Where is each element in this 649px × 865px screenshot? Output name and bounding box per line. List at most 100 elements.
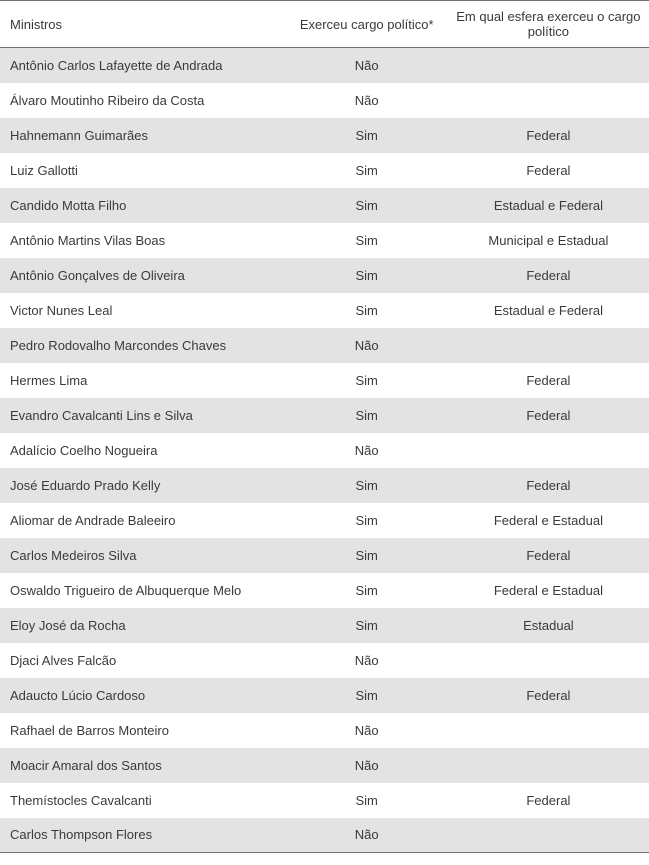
cell-ministro: Antônio Carlos Lafayette de Andrada [0,48,286,83]
table-row: José Eduardo Prado KellySimFederal [0,468,649,503]
table-row: Luiz GallottiSimFederal [0,153,649,188]
table-header-row: Ministros Exerceu cargo político* Em qua… [0,1,649,48]
col-header-exerceu: Exerceu cargo político* [286,1,448,48]
cell-esfera [448,713,649,748]
cell-ministro: Djaci Alves Falcão [0,643,286,678]
table-row: Hermes LimaSimFederal [0,363,649,398]
cell-exerceu: Não [286,748,448,783]
cell-ministro: Luiz Gallotti [0,153,286,188]
cell-ministro: Moacir Amaral dos Santos [0,748,286,783]
cell-exerceu: Não [286,328,448,363]
cell-ministro: Álvaro Moutinho Ribeiro da Costa [0,83,286,118]
cell-esfera: Federal e Estadual [448,573,649,608]
cell-esfera [448,818,649,853]
cell-ministro: Carlos Thompson Flores [0,818,286,853]
cell-esfera: Federal [448,783,649,818]
cell-exerceu: Sim [286,363,448,398]
cell-exerceu: Não [286,433,448,468]
cell-ministro: Eloy José da Rocha [0,608,286,643]
cell-esfera: Federal [448,258,649,293]
cell-exerceu: Sim [286,678,448,713]
cell-exerceu: Sim [286,573,448,608]
cell-esfera: Estadual e Federal [448,293,649,328]
cell-ministro: Candido Motta Filho [0,188,286,223]
cell-ministro: Adalício Coelho Nogueira [0,433,286,468]
table-header: Ministros Exerceu cargo político* Em qua… [0,1,649,48]
cell-exerceu: Sim [286,503,448,538]
cell-exerceu: Sim [286,398,448,433]
cell-ministro: Antônio Martins Vilas Boas [0,223,286,258]
cell-ministro: Evandro Cavalcanti Lins e Silva [0,398,286,433]
cell-esfera: Federal [448,398,649,433]
cell-exerceu: Sim [286,258,448,293]
cell-esfera: Federal e Estadual [448,503,649,538]
cell-exerceu: Sim [286,153,448,188]
cell-exerceu: Não [286,48,448,83]
cell-esfera: Federal [448,153,649,188]
table-row: Carlos Thompson FloresNão [0,818,649,853]
cell-esfera [448,643,649,678]
cell-exerceu: Sim [286,468,448,503]
table-row: Hahnemann GuimarãesSimFederal [0,118,649,153]
cell-exerceu: Não [286,643,448,678]
table-row: Álvaro Moutinho Ribeiro da CostaNão [0,83,649,118]
cell-exerceu: Não [286,818,448,853]
cell-esfera: Estadual [448,608,649,643]
cell-ministro: Adaucto Lúcio Cardoso [0,678,286,713]
cell-ministro: Rafhael de Barros Monteiro [0,713,286,748]
cell-esfera: Federal [448,468,649,503]
table-row: Djaci Alves FalcãoNão [0,643,649,678]
table-row: Themístocles CavalcantiSimFederal [0,783,649,818]
ministros-table-container: Ministros Exerceu cargo político* Em qua… [0,0,649,853]
cell-ministro: Victor Nunes Leal [0,293,286,328]
table-row: Rafhael de Barros MonteiroNão [0,713,649,748]
table-row: Candido Motta FilhoSimEstadual e Federal [0,188,649,223]
cell-esfera [448,83,649,118]
cell-exerceu: Não [286,83,448,118]
table-row: Aliomar de Andrade BaleeiroSimFederal e … [0,503,649,538]
cell-exerceu: Sim [286,118,448,153]
cell-ministro: Themístocles Cavalcanti [0,783,286,818]
cell-esfera: Federal [448,538,649,573]
cell-esfera: Federal [448,363,649,398]
cell-esfera [448,433,649,468]
cell-exerceu: Sim [286,188,448,223]
table-row: Eloy José da RochaSimEstadual [0,608,649,643]
cell-ministro: Antônio Gonçalves de Oliveira [0,258,286,293]
ministros-table: Ministros Exerceu cargo político* Em qua… [0,0,649,853]
table-body: Antônio Carlos Lafayette de AndradaNãoÁl… [0,48,649,853]
cell-esfera [448,748,649,783]
table-row: Antônio Gonçalves de OliveiraSimFederal [0,258,649,293]
cell-ministro: Oswaldo Trigueiro de Albuquerque Melo [0,573,286,608]
table-row: Victor Nunes LealSimEstadual e Federal [0,293,649,328]
cell-exerceu: Sim [286,783,448,818]
cell-ministro: Aliomar de Andrade Baleeiro [0,503,286,538]
table-row: Adaucto Lúcio CardosoSimFederal [0,678,649,713]
cell-ministro: Hahnemann Guimarães [0,118,286,153]
col-header-esfera: Em qual esfera exerceu o cargo político [448,1,649,48]
table-row: Antônio Martins Vilas BoasSimMunicipal e… [0,223,649,258]
cell-esfera [448,48,649,83]
col-header-ministros: Ministros [0,1,286,48]
cell-ministro: Pedro Rodovalho Marcondes Chaves [0,328,286,363]
cell-esfera: Municipal e Estadual [448,223,649,258]
cell-exerceu: Sim [286,608,448,643]
cell-ministro: Hermes Lima [0,363,286,398]
cell-esfera: Federal [448,118,649,153]
table-row: Adalício Coelho NogueiraNão [0,433,649,468]
cell-ministro: Carlos Medeiros Silva [0,538,286,573]
cell-exerceu: Sim [286,538,448,573]
table-row: Carlos Medeiros SilvaSimFederal [0,538,649,573]
table-row: Pedro Rodovalho Marcondes ChavesNão [0,328,649,363]
table-row: Antônio Carlos Lafayette de AndradaNão [0,48,649,83]
table-row: Evandro Cavalcanti Lins e SilvaSimFedera… [0,398,649,433]
table-row: Oswaldo Trigueiro de Albuquerque MeloSim… [0,573,649,608]
cell-exerceu: Não [286,713,448,748]
cell-esfera: Federal [448,678,649,713]
cell-ministro: José Eduardo Prado Kelly [0,468,286,503]
cell-exerceu: Sim [286,293,448,328]
table-row: Moacir Amaral dos SantosNão [0,748,649,783]
cell-esfera [448,328,649,363]
cell-exerceu: Sim [286,223,448,258]
cell-esfera: Estadual e Federal [448,188,649,223]
